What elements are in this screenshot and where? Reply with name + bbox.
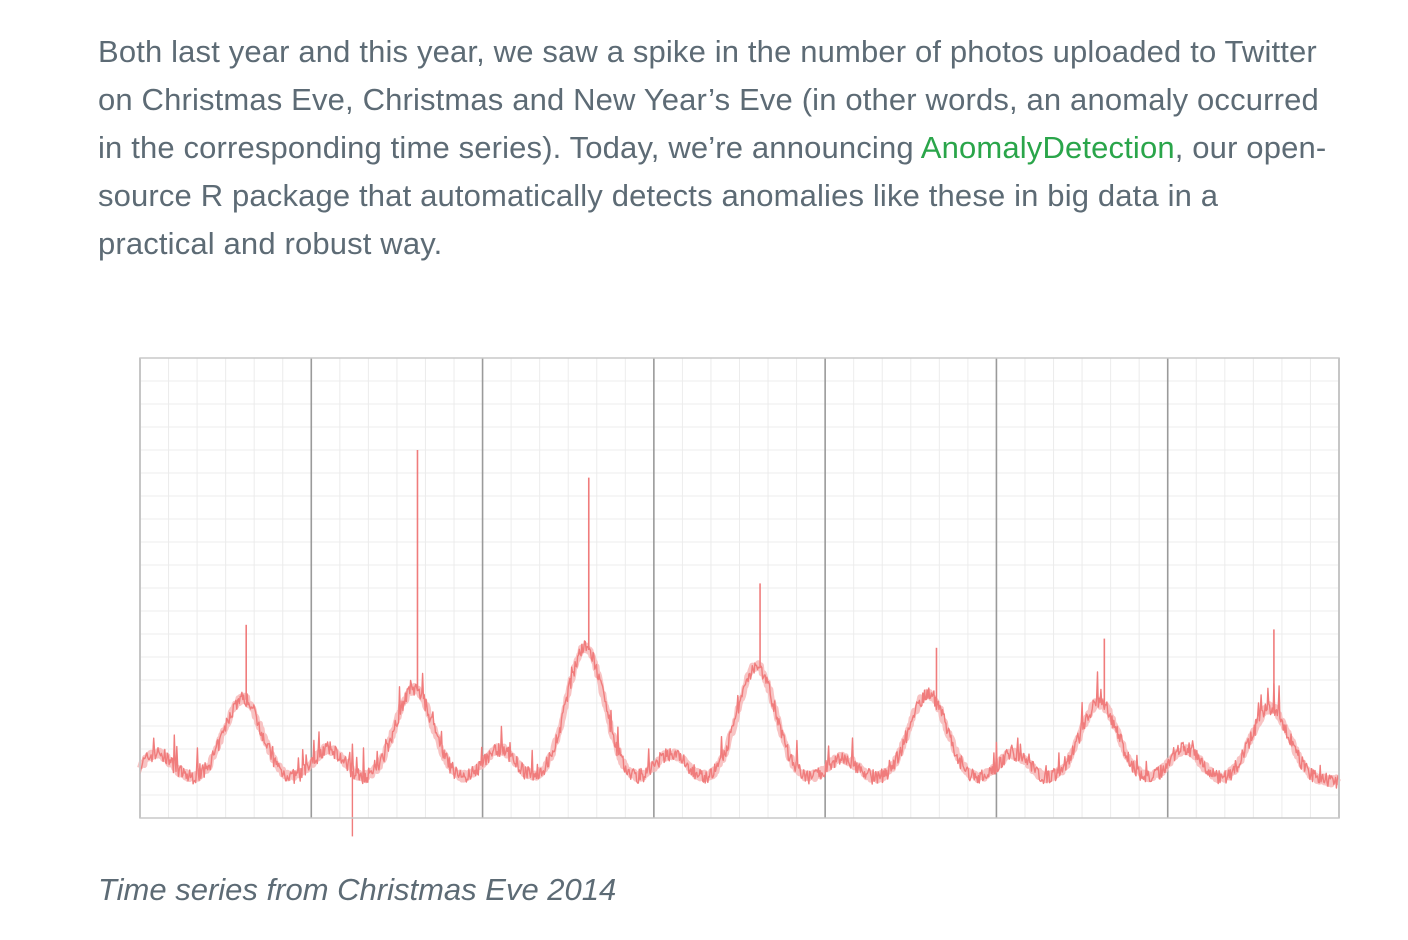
plot-frame [139,357,1340,819]
time-series-figure [100,300,1360,840]
anomalydetection-link[interactable]: AnomalyDetection [920,130,1175,165]
intro-paragraph: Both last year and this year, we saw a s… [98,28,1338,268]
series-layer [137,450,1342,837]
paragraph-text-end: , our open-source R package that automat… [98,130,1327,261]
series-line [139,640,1340,789]
time-series-chart [100,300,1360,840]
paragraph-text-start: Both last year and this year, we saw a s… [98,34,1319,165]
figure-caption: Time series from Christmas Eve 2014 [98,872,617,907]
